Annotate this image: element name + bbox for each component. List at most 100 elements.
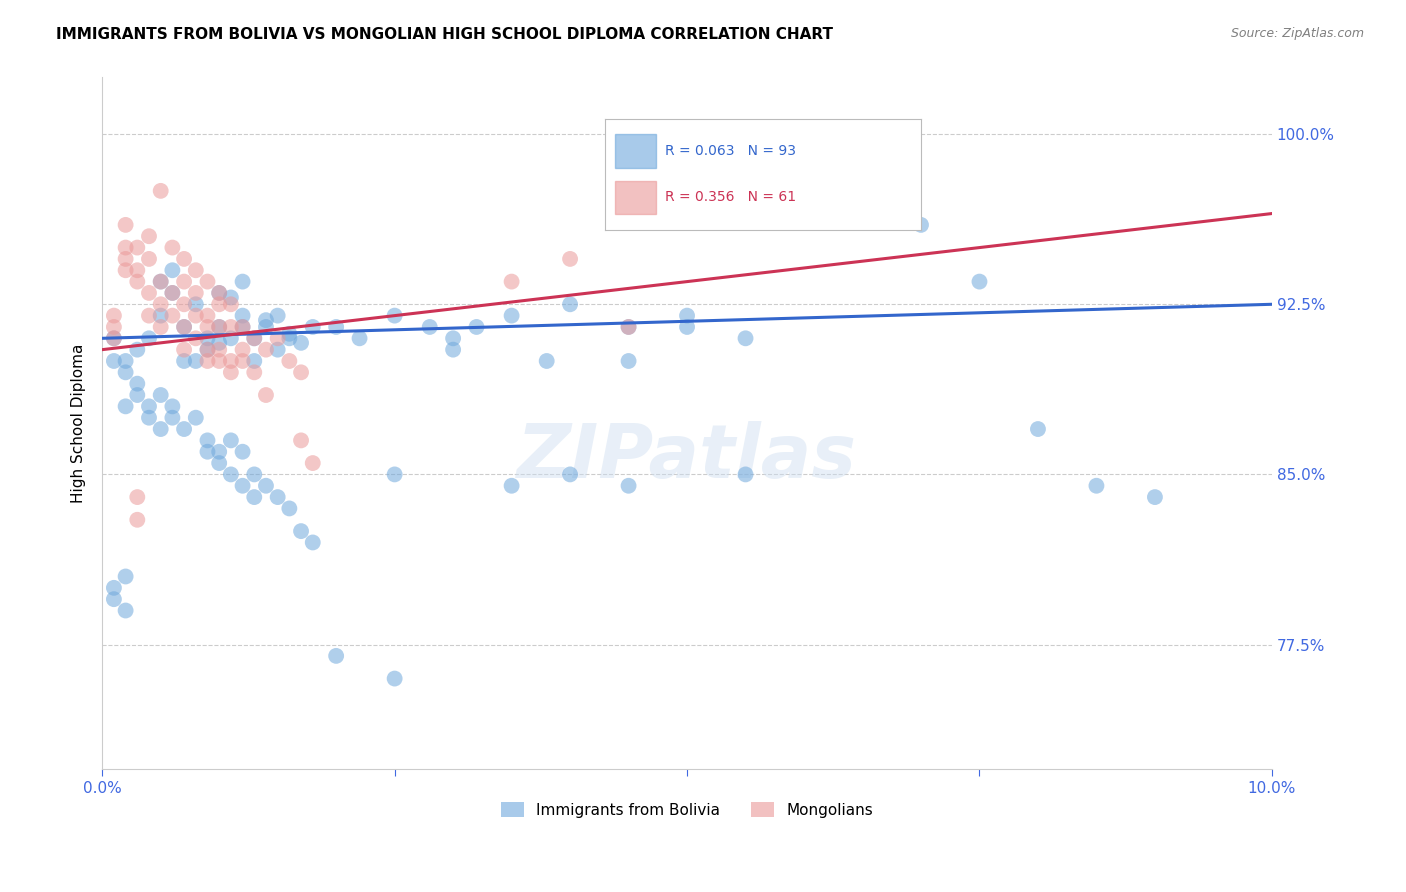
Point (208, 285, 231, 300)
Point (149, 388, 172, 402)
Point (910, 218, 932, 232)
Point (219, 434, 242, 448)
Point (384, 309, 406, 323)
Point (103, 354, 125, 368)
Point (349, 331, 371, 345)
Text: Source: ZipAtlas.com: Source: ZipAtlas.com (1230, 27, 1364, 40)
Point (243, 331, 266, 345)
Point (208, 320, 231, 334)
Point (184, 285, 207, 300)
Point (232, 309, 254, 323)
Point (219, 297, 242, 311)
Point (734, 467, 756, 482)
Text: ZIPatlas: ZIPatlas (517, 421, 858, 494)
Point (219, 320, 242, 334)
Point (384, 467, 406, 482)
Point (149, 275, 172, 289)
Point (558, 467, 581, 482)
Point (558, 252, 581, 266)
Point (325, 648, 347, 663)
Point (219, 467, 242, 482)
Point (301, 320, 323, 334)
Point (266, 343, 288, 357)
Point (232, 479, 254, 493)
Point (114, 569, 136, 583)
Point (254, 320, 277, 334)
Point (301, 456, 323, 470)
Point (208, 343, 231, 357)
Point (278, 354, 301, 368)
Point (290, 365, 312, 379)
Point (501, 479, 523, 493)
Point (501, 275, 523, 289)
Point (149, 309, 172, 323)
Point (173, 422, 195, 436)
Point (290, 335, 312, 350)
Point (254, 313, 277, 327)
Point (301, 535, 323, 549)
Point (149, 275, 172, 289)
Point (114, 218, 136, 232)
Point (617, 320, 640, 334)
Point (127, 263, 149, 277)
Point (197, 444, 219, 458)
Point (208, 297, 231, 311)
Point (676, 309, 699, 323)
Point (278, 331, 301, 345)
Point (149, 297, 172, 311)
Point (197, 343, 219, 357)
Point (114, 241, 136, 255)
Y-axis label: High School Diploma: High School Diploma (72, 343, 86, 503)
Point (1085, 479, 1108, 493)
Point (173, 320, 195, 334)
Point (243, 365, 266, 379)
Point (384, 672, 406, 686)
Point (114, 400, 136, 414)
Point (127, 241, 149, 255)
Point (197, 343, 219, 357)
Point (419, 320, 441, 334)
Point (138, 331, 160, 345)
Point (138, 252, 160, 266)
Point (254, 388, 277, 402)
Point (232, 354, 254, 368)
Point (232, 320, 254, 334)
Point (138, 229, 160, 244)
Point (103, 592, 125, 607)
Point (219, 365, 242, 379)
Point (127, 490, 149, 504)
Point (149, 422, 172, 436)
Point (103, 309, 125, 323)
Point (278, 326, 301, 341)
Point (208, 285, 231, 300)
Point (162, 410, 184, 425)
Point (290, 434, 312, 448)
Point (162, 285, 184, 300)
Point (127, 275, 149, 289)
Point (162, 309, 184, 323)
Point (536, 354, 558, 368)
Point (219, 331, 242, 345)
Point (208, 354, 231, 368)
Point (173, 343, 195, 357)
Point (162, 400, 184, 414)
Point (851, 184, 873, 198)
Point (138, 285, 160, 300)
Point (197, 275, 219, 289)
Point (441, 331, 464, 345)
Point (219, 290, 242, 304)
Point (290, 524, 312, 538)
Point (617, 320, 640, 334)
Point (232, 320, 254, 334)
Point (969, 275, 991, 289)
Point (219, 354, 242, 368)
Point (197, 354, 219, 368)
Point (149, 320, 172, 334)
Point (114, 354, 136, 368)
Point (103, 331, 125, 345)
Point (103, 581, 125, 595)
Point (127, 376, 149, 391)
Point (184, 331, 207, 345)
Point (254, 343, 277, 357)
Point (114, 603, 136, 617)
